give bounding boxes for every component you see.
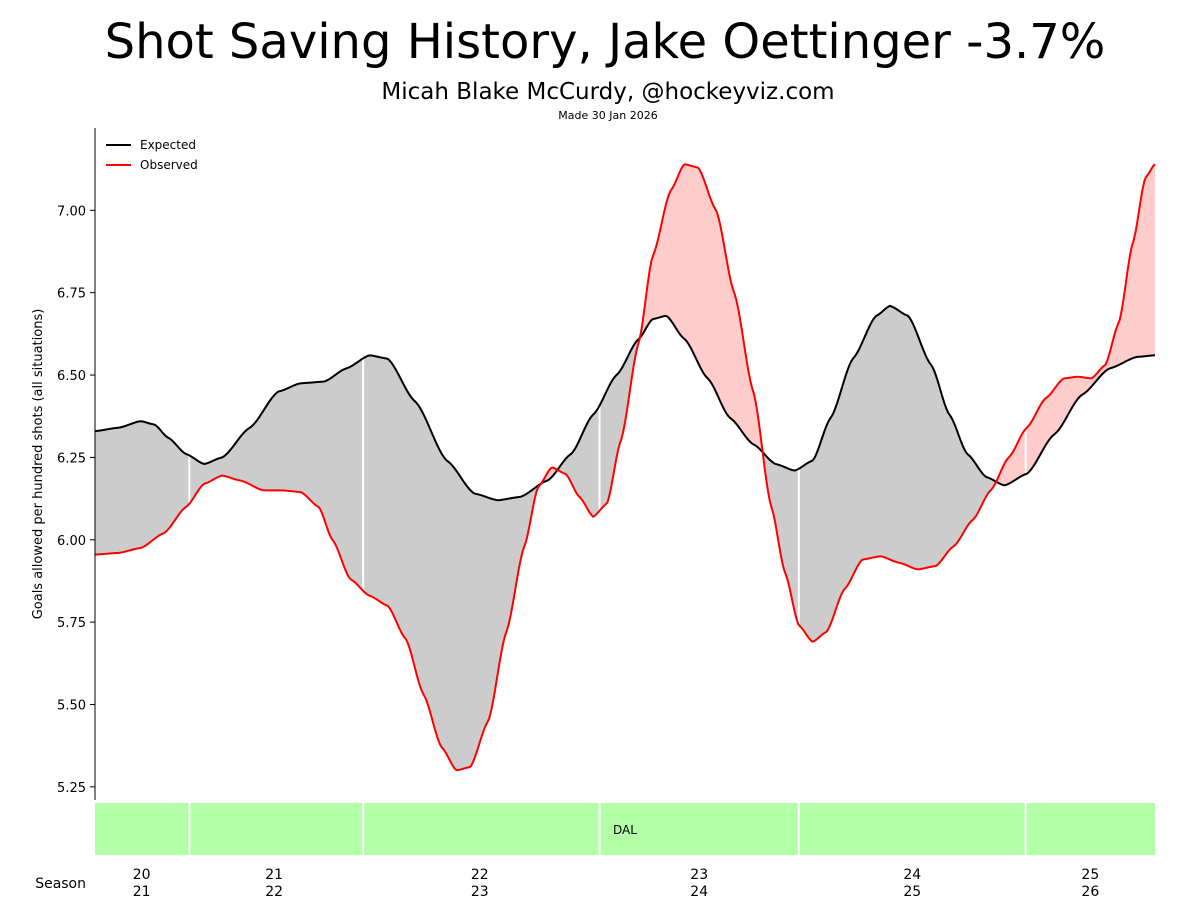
worse-than-expected-region — [640, 164, 763, 454]
y-tick-label: 5.25 — [57, 781, 86, 796]
season-tick-start: 22 — [471, 867, 489, 883]
season-tick-start: 21 — [265, 867, 283, 883]
y-tick-label: 6.50 — [57, 369, 86, 384]
season-tick-end: 23 — [471, 884, 489, 900]
season-tick-end: 26 — [1081, 884, 1099, 900]
axes-layer: 5.25 5.50 5.75 6.00 6.25 6.50 6.75 7.00 Goals al… — [31, 128, 96, 800]
chart-title: Shot Saving History, Jake Oettinger -3.7… — [104, 14, 1106, 70]
season-tick-start: 23 — [690, 867, 708, 883]
season-tick-end: 24 — [690, 884, 708, 900]
line-layer — [94, 163, 1156, 772]
y-tick-label: 6.00 — [57, 534, 86, 549]
legend: Expected Observed — [106, 138, 198, 172]
season-tick-start: 24 — [903, 867, 921, 883]
y-tick-label: 6.75 — [57, 287, 86, 302]
fill-layer — [95, 164, 1155, 771]
y-tick-label: 6.25 — [57, 451, 86, 466]
worse-than-expected-region — [541, 467, 558, 484]
season-separator-layer — [188, 358, 1027, 626]
y-axis-label: Goals allowed per hundred shots (all sit… — [31, 309, 46, 620]
season-tick-start: 25 — [1081, 867, 1099, 883]
season-tick-end: 21 — [133, 884, 151, 900]
season-tick-end: 22 — [265, 884, 283, 900]
team-band — [95, 803, 1155, 855]
made-date: Made 30 Jan 2026 — [558, 109, 658, 122]
worse-than-expected-region — [997, 164, 1155, 486]
y-tick-label: 5.50 — [57, 698, 86, 713]
legend-label: Expected — [140, 138, 196, 152]
team-band-layer: DAL — [95, 803, 1155, 855]
team-band-label: DAL — [613, 823, 637, 837]
y-tick-label: 7.00 — [57, 204, 86, 219]
season-axis-label: Season — [35, 876, 86, 892]
legend-label: Observed — [140, 158, 198, 172]
better-than-expected-region — [762, 305, 998, 642]
better-than-expected-region — [95, 355, 542, 771]
season-tick-end: 25 — [903, 884, 921, 900]
chart-subtitle: Micah Blake McCurdy, @hockeyviz.com — [381, 79, 835, 105]
observed-line — [94, 163, 1156, 772]
season-tick-start: 20 — [133, 867, 151, 883]
expected-line — [94, 304, 1156, 502]
y-tick-label: 5.75 — [57, 616, 86, 631]
